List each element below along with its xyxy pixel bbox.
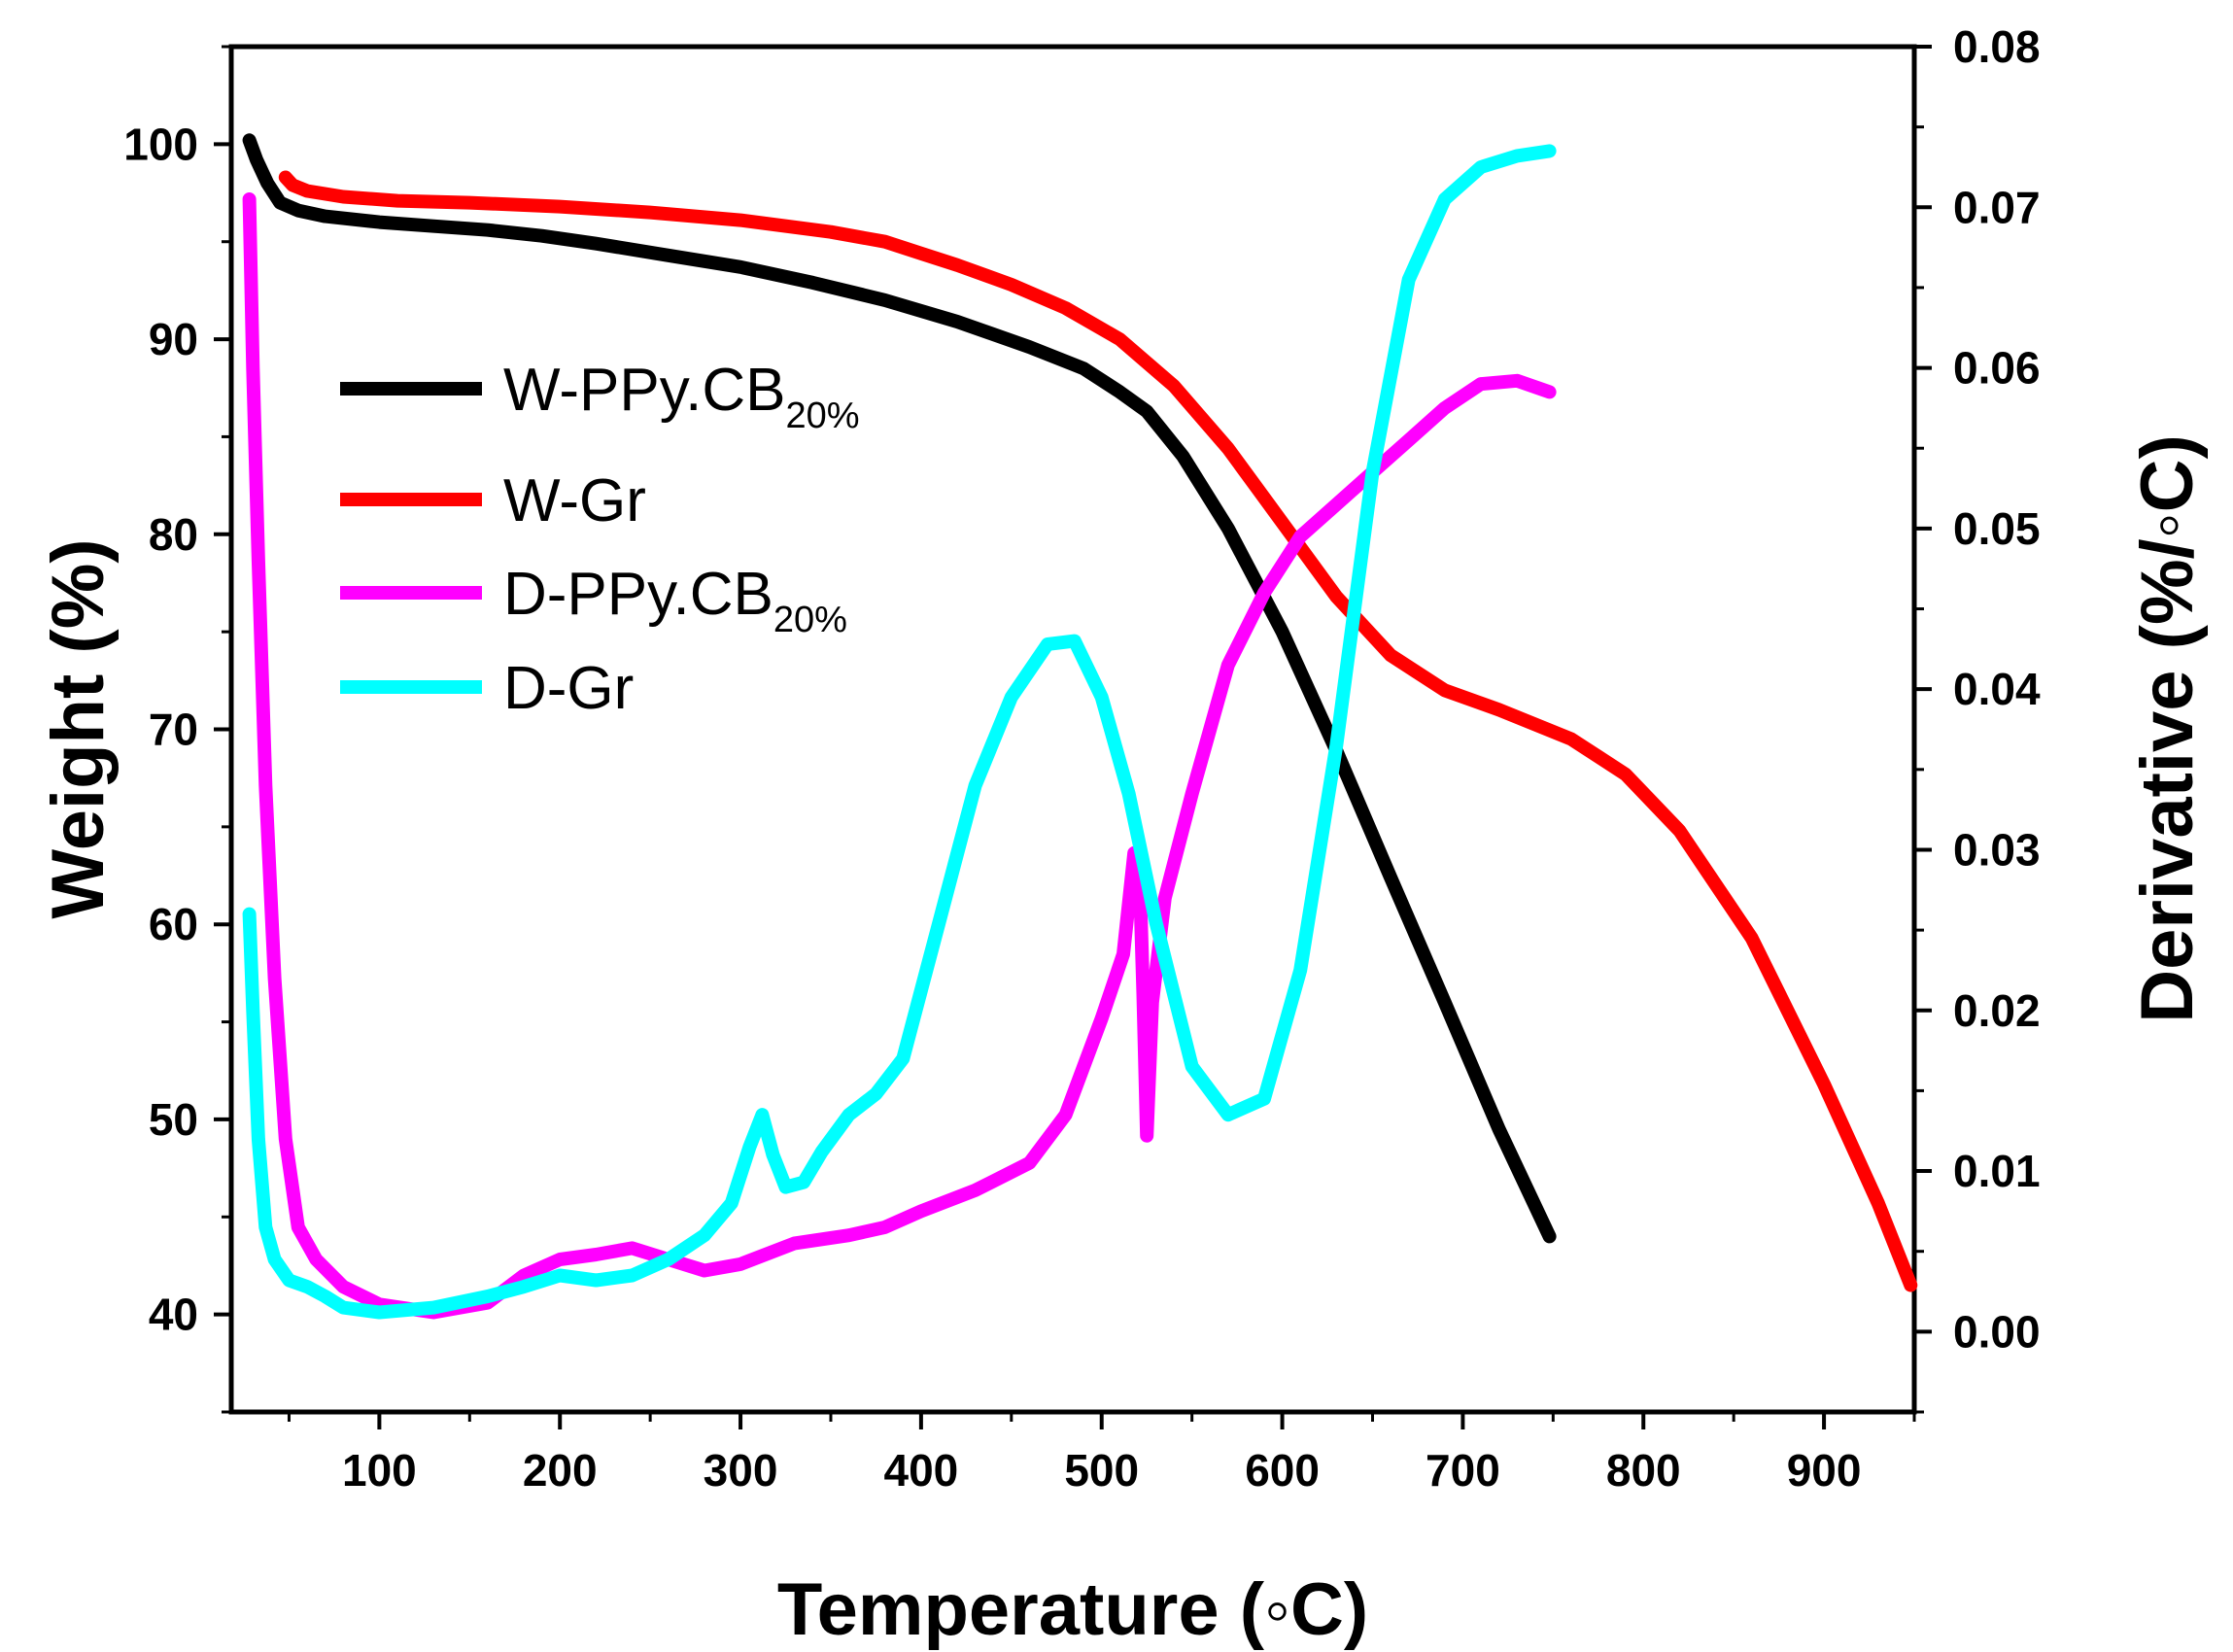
- y-left-tick-label: 40: [149, 1290, 198, 1340]
- y-axis-right-title: Derivative (%/◦C): [2126, 434, 2209, 1023]
- legend-label-name: W-PPy.CB: [503, 357, 786, 424]
- y-left-tick-label: 100: [123, 119, 198, 169]
- x-tick-label: 200: [523, 1445, 598, 1496]
- legend-label: D-Gr: [503, 655, 634, 722]
- series-line-w-gr: [278, 170, 1918, 1292]
- y-right-tick-label: 0.08: [1953, 21, 2041, 72]
- axis-ticks: 100 200 300 400 500 600 700 800 900 40 50 60 70 80 90 1…: [123, 21, 2041, 1496]
- y-left-tick-label: 70: [149, 705, 198, 755]
- legend-label-name: D-Gr: [503, 655, 634, 722]
- y-right-tick-label: 0.03: [1953, 824, 2041, 875]
- legend-label: D-PPy.CB20%: [503, 561, 847, 640]
- x-tick-label: 800: [1606, 1445, 1681, 1496]
- legend-label-name: W-Gr: [503, 467, 646, 534]
- x-tick-label: 300: [704, 1445, 778, 1496]
- legend-label-name: D-PPy.CB: [503, 561, 773, 628]
- x-tick-label: 700: [1426, 1445, 1500, 1496]
- plot-area: [228, 44, 1917, 1415]
- y-left-tick-label: 50: [149, 1094, 198, 1145]
- y-left-tick-label: 60: [149, 899, 198, 949]
- plot-frame: [228, 44, 1917, 1415]
- y-right-tick-label: 0.00: [1953, 1306, 2041, 1357]
- y-left-tick-label: 80: [149, 509, 198, 560]
- x-tick-label: 500: [1064, 1445, 1139, 1496]
- x-axis-title: Temperature (◦C): [777, 1568, 1368, 1651]
- series-line-w-ppy-cb: [242, 133, 1557, 1244]
- series-line-d-ppy-cb: [242, 192, 1557, 1320]
- y-axis-left-title: Weight (%): [37, 538, 120, 918]
- legend-label: W-Gr: [503, 467, 646, 534]
- y-right-tick-label: 0.02: [1953, 985, 2041, 1036]
- x-tick-label: 100: [342, 1445, 417, 1496]
- legend: W-PPy.CB20%W-GrD-PPy.CB20%D-Gr: [340, 357, 860, 722]
- legend-label: W-PPy.CB20%: [503, 357, 860, 436]
- legend-label-subscript: 20%: [786, 396, 860, 436]
- y-right-tick-label: 0.05: [1953, 503, 2041, 554]
- y-right-tick-label: 0.07: [1953, 182, 2041, 232]
- y-right-tick-label: 0.06: [1953, 343, 2041, 394]
- series-line-d-gr: [242, 144, 1557, 1320]
- x-tick-label: 600: [1245, 1445, 1320, 1496]
- y-right-tick-label: 0.04: [1953, 664, 2041, 714]
- y-right-tick-label: 0.01: [1953, 1146, 2041, 1196]
- x-tick-label: 400: [884, 1445, 959, 1496]
- series-group: [242, 133, 1918, 1320]
- y-left-tick-label: 90: [149, 314, 198, 364]
- legend-label-subscript: 20%: [773, 600, 847, 640]
- x-tick-label: 900: [1787, 1445, 1862, 1496]
